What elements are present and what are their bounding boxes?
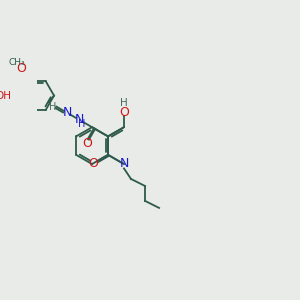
Text: N: N xyxy=(62,106,72,119)
Text: O: O xyxy=(82,137,92,150)
Text: H: H xyxy=(120,98,128,109)
Text: O: O xyxy=(88,157,98,170)
Text: N: N xyxy=(74,113,84,126)
Text: H: H xyxy=(78,119,85,129)
Text: O: O xyxy=(119,106,129,119)
Text: CH₃: CH₃ xyxy=(8,58,25,67)
Text: O: O xyxy=(16,62,26,75)
Text: OH: OH xyxy=(0,91,11,100)
Text: N: N xyxy=(120,157,130,170)
Text: H: H xyxy=(49,102,56,112)
